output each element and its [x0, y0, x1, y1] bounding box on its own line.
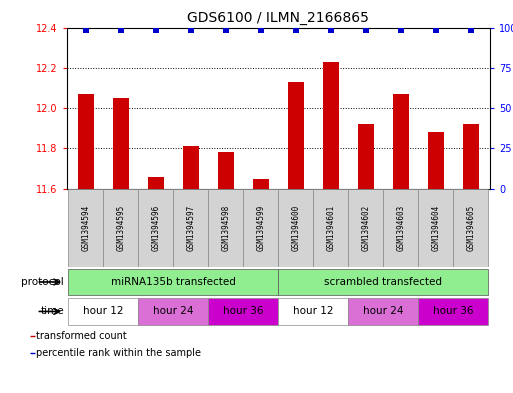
- Bar: [418, 298, 488, 325]
- Bar: [243, 189, 278, 267]
- Point: [327, 27, 335, 33]
- Bar: [288, 82, 304, 189]
- Text: hour 36: hour 36: [433, 307, 473, 316]
- Title: GDS6100 / ILMN_2166865: GDS6100 / ILMN_2166865: [187, 11, 369, 25]
- Text: hour 12: hour 12: [83, 307, 124, 316]
- Bar: [453, 189, 488, 267]
- Text: scrambled transfected: scrambled transfected: [324, 277, 442, 287]
- Bar: [253, 178, 269, 189]
- Text: percentile rank within the sample: percentile rank within the sample: [36, 348, 201, 358]
- Text: GSM1394601: GSM1394601: [326, 205, 336, 251]
- Bar: [313, 189, 348, 267]
- Bar: [139, 298, 208, 325]
- Text: GSM1394594: GSM1394594: [82, 205, 90, 251]
- Text: GSM1394595: GSM1394595: [116, 205, 125, 251]
- Bar: [68, 298, 139, 325]
- Bar: [218, 152, 234, 189]
- Bar: [383, 189, 418, 267]
- Bar: [393, 94, 408, 189]
- Bar: [208, 298, 278, 325]
- Bar: [348, 298, 418, 325]
- Bar: [428, 132, 444, 189]
- Bar: [418, 189, 453, 267]
- Bar: [173, 189, 208, 267]
- Text: GSM1394596: GSM1394596: [151, 205, 161, 251]
- Point: [152, 27, 160, 33]
- Point: [256, 27, 265, 33]
- Bar: [113, 98, 129, 189]
- Text: hour 12: hour 12: [293, 307, 333, 316]
- Point: [397, 27, 405, 33]
- Point: [82, 27, 90, 33]
- Bar: [463, 124, 479, 189]
- Text: miRNA135b transfected: miRNA135b transfected: [111, 277, 236, 287]
- Bar: [78, 94, 94, 189]
- Text: hour 36: hour 36: [223, 307, 264, 316]
- Text: time: time: [41, 307, 64, 316]
- Bar: [278, 269, 488, 295]
- Text: GSM1394603: GSM1394603: [396, 205, 405, 251]
- Bar: [358, 124, 373, 189]
- Text: GSM1394598: GSM1394598: [221, 205, 230, 251]
- Bar: [68, 269, 278, 295]
- Point: [117, 27, 125, 33]
- Bar: [104, 189, 139, 267]
- Bar: [183, 146, 199, 189]
- Text: hour 24: hour 24: [363, 307, 404, 316]
- Bar: [278, 298, 348, 325]
- Text: GSM1394602: GSM1394602: [361, 205, 370, 251]
- Text: GSM1394597: GSM1394597: [186, 205, 195, 251]
- Bar: [278, 189, 313, 267]
- Point: [466, 27, 475, 33]
- Bar: [323, 62, 339, 189]
- Text: protocol: protocol: [22, 277, 64, 287]
- Point: [222, 27, 230, 33]
- Text: hour 24: hour 24: [153, 307, 193, 316]
- Bar: [148, 176, 164, 189]
- Text: GSM1394599: GSM1394599: [256, 205, 265, 251]
- Text: GSM1394605: GSM1394605: [466, 205, 475, 251]
- Bar: [68, 189, 104, 267]
- Point: [292, 27, 300, 33]
- Text: transformed count: transformed count: [36, 331, 127, 341]
- Bar: [208, 189, 243, 267]
- Point: [431, 27, 440, 33]
- Bar: [139, 189, 173, 267]
- Point: [362, 27, 370, 33]
- Point: [187, 27, 195, 33]
- Text: GSM1394604: GSM1394604: [431, 205, 440, 251]
- Bar: [348, 189, 383, 267]
- Text: GSM1394600: GSM1394600: [291, 205, 300, 251]
